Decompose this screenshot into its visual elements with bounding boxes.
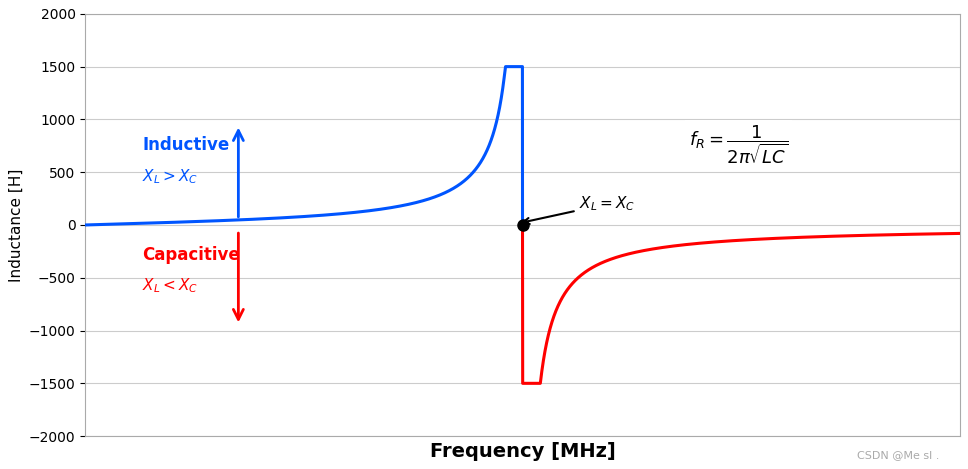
Text: Inductive: Inductive	[142, 136, 229, 154]
Text: $X_L < X_C$: $X_L < X_C$	[142, 277, 198, 295]
Text: $f_R=\dfrac{1}{2\pi\sqrt{LC}}$: $f_R=\dfrac{1}{2\pi\sqrt{LC}}$	[688, 123, 788, 166]
Text: $X_L=X_C$: $X_L=X_C$	[523, 195, 635, 224]
Y-axis label: Inductance [H]: Inductance [H]	[9, 168, 23, 282]
Text: Capacitive: Capacitive	[142, 246, 240, 264]
Text: $X_L > X_C$: $X_L > X_C$	[142, 167, 198, 186]
X-axis label: Frequency [MHz]: Frequency [MHz]	[430, 442, 616, 461]
Text: CSDN @Me sl .: CSDN @Me sl .	[857, 450, 939, 460]
